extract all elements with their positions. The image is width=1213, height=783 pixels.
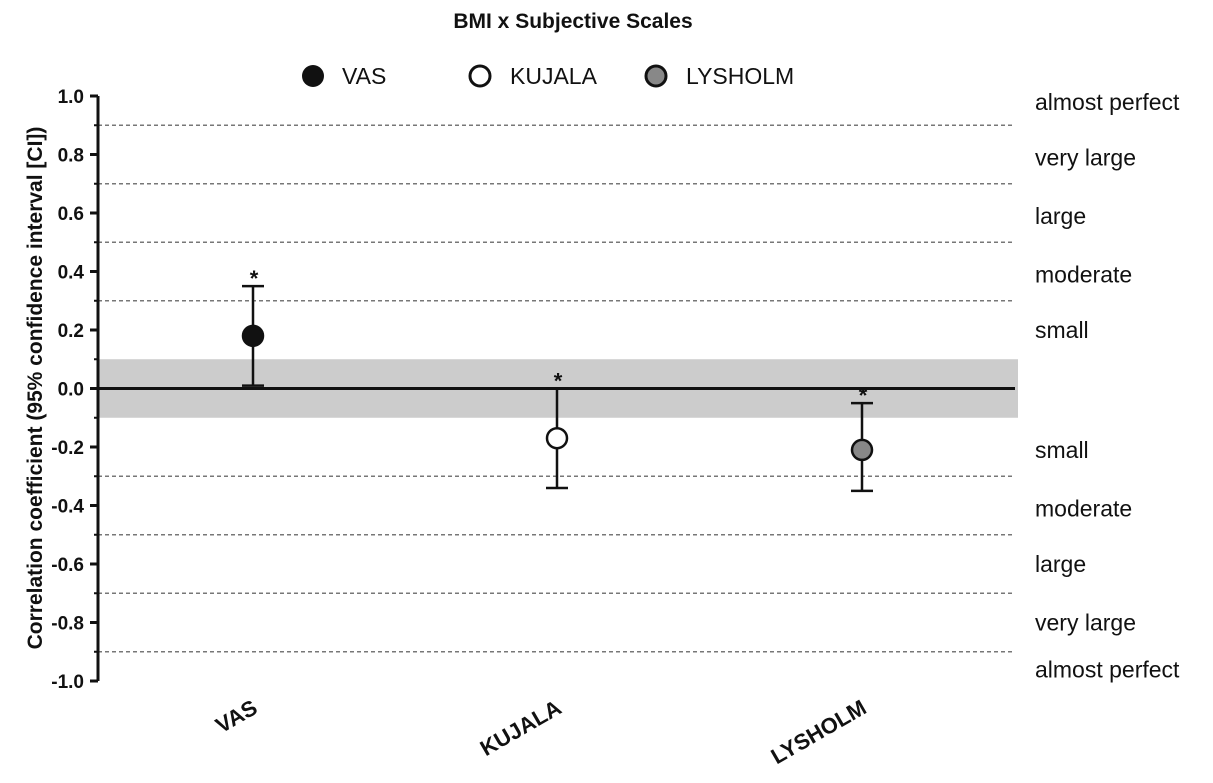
data-point xyxy=(545,426,569,450)
y-tick-label: 1.0 xyxy=(58,87,84,108)
legend-marker-kujala xyxy=(468,64,492,88)
x-tick-label: LYSHOLM xyxy=(767,695,871,769)
y-tick-label: 0.6 xyxy=(58,204,84,225)
magnitude-label: almost perfect xyxy=(1035,656,1180,682)
legend-marker-vas xyxy=(302,65,324,87)
y-axis: 1.0 0.8 0.6 0.4 0.2 0.0 -0.2 -0.4 -0.6 -0.8 -1.0 xyxy=(51,87,1015,693)
x-tick-label: VAS xyxy=(211,695,261,738)
y-tick-label: 0.4 xyxy=(58,263,85,284)
y-tick-label: -1.0 xyxy=(51,672,84,693)
x-tick-label: KUJALA xyxy=(476,695,566,761)
y-tick-label: -0.2 xyxy=(51,438,84,459)
legend-label-vas: VAS xyxy=(342,63,386,89)
y-tick-label: 0.0 xyxy=(58,380,84,401)
legend: VAS KUJALA LYSHOLM xyxy=(302,63,794,89)
y-tick-label: 0.2 xyxy=(58,321,84,342)
y-axis-label: Correlation coefficient (95% confidence … xyxy=(24,127,47,650)
significance-star: * xyxy=(859,383,868,408)
magnitude-label: large xyxy=(1035,203,1086,229)
data-marks: * * * xyxy=(241,266,874,493)
chart-title: BMI x Subjective Scales xyxy=(453,10,692,33)
data-point xyxy=(850,438,874,462)
magnitude-label: small xyxy=(1035,317,1089,343)
magnitude-label: moderate xyxy=(1035,495,1132,521)
legend-marker-lysholm xyxy=(644,64,668,88)
magnitude-label: small xyxy=(1035,437,1089,463)
y-tick-label: -0.6 xyxy=(51,555,84,576)
magnitude-labels: almost perfect very large large moderate sma… xyxy=(1035,89,1180,682)
magnitude-label: moderate xyxy=(1035,261,1132,287)
x-tick-labels: VAS KUJALA LYSHOLM xyxy=(211,695,870,769)
magnitude-label: very large xyxy=(1035,144,1136,170)
legend-label-lysholm: LYSHOLM xyxy=(686,63,794,89)
legend-label-kujala: KUJALA xyxy=(510,63,598,89)
y-tick-label: -0.4 xyxy=(51,497,84,518)
y-tick-label: -0.8 xyxy=(51,614,84,635)
magnitude-label: large xyxy=(1035,551,1086,577)
significance-star: * xyxy=(250,266,259,291)
magnitude-label: almost perfect xyxy=(1035,89,1180,115)
magnitude-label: very large xyxy=(1035,610,1136,636)
data-point xyxy=(241,324,265,348)
significance-star: * xyxy=(554,369,563,394)
y-tick-label: 0.8 xyxy=(58,146,84,167)
